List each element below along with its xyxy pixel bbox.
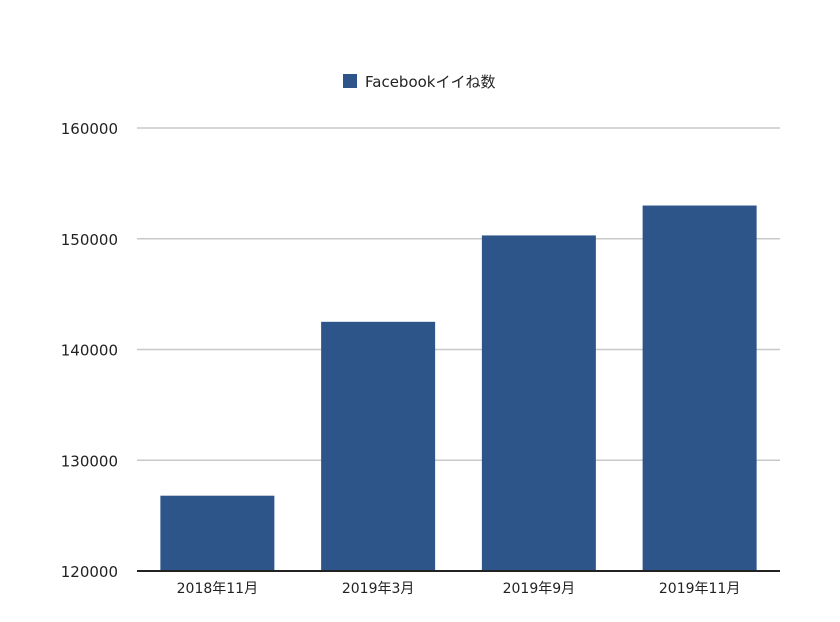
x-tick-label: 2019年11月 xyxy=(659,581,740,597)
bars xyxy=(160,205,757,572)
y-tick-label: 150000 xyxy=(61,231,118,249)
legend-label: Facebookイイね数 xyxy=(365,73,495,91)
bar xyxy=(321,321,436,571)
bar xyxy=(160,495,275,571)
x-tick-label: 2019年9月 xyxy=(503,581,576,597)
x-tick-label: 2018年11月 xyxy=(177,581,258,597)
axes: 120000 130000 140000 150000 160000 2018年11月 20… xyxy=(61,120,780,597)
y-tick-label: 160000 xyxy=(61,120,118,138)
y-tick-label: 120000 xyxy=(61,563,118,581)
legend-swatch xyxy=(343,74,357,88)
bar xyxy=(481,235,596,572)
bar xyxy=(642,205,757,571)
x-tick-label: 2019年3月 xyxy=(342,581,415,597)
legend: Facebookイイね数 xyxy=(343,73,495,91)
y-tick-label: 140000 xyxy=(61,342,118,360)
y-tick-label: 130000 xyxy=(61,452,118,470)
